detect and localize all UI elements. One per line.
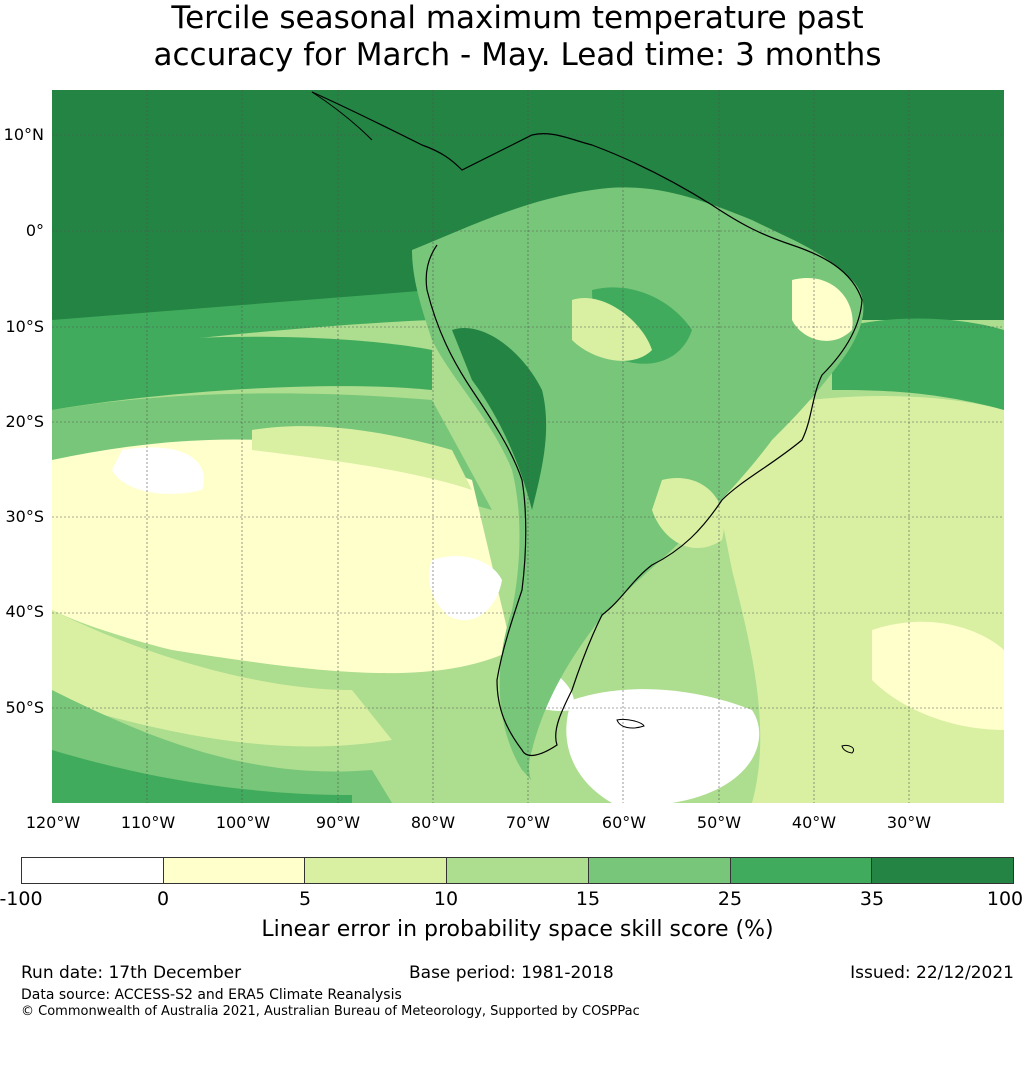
zone-brazil-south bbox=[652, 478, 724, 549]
base-period: Base period: 1981-2018 bbox=[409, 963, 614, 983]
lon-label-70w: 70°W bbox=[505, 813, 551, 832]
zone-white-south bbox=[566, 689, 760, 803]
colorbar-segment bbox=[447, 858, 589, 883]
zone-white-pacific bbox=[112, 447, 204, 494]
lat-label-10s: 10°S bbox=[5, 317, 44, 336]
run-date: Run date: 17th December bbox=[21, 963, 242, 983]
zone-pacific-south-dark bbox=[52, 750, 352, 803]
lat-label-10n: 10°N bbox=[3, 125, 44, 144]
colorbar-tick: -100 bbox=[0, 888, 43, 910]
lat-label-50s: 50°S bbox=[5, 698, 44, 717]
coastline-south-georgia bbox=[841, 745, 855, 754]
copyright: © Commonwealth of Australia 2021, Austra… bbox=[21, 1004, 640, 1019]
lon-label-120w: 120°W bbox=[25, 813, 81, 832]
lon-label-50w: 50°W bbox=[696, 813, 742, 832]
title-line-2: accuracy for March - May. Lead time: 3 m… bbox=[153, 37, 882, 73]
lat-label-30s: 30°S bbox=[5, 507, 44, 526]
colorbar-segment bbox=[872, 858, 1014, 883]
colorbar-segment bbox=[588, 858, 731, 883]
lat-label-40s: 40°S bbox=[5, 602, 44, 621]
colorbar-tick: 15 bbox=[575, 888, 601, 910]
map-title: Tercile seasonal maximum temperature pas… bbox=[0, 0, 1035, 74]
lon-label-100w: 100°W bbox=[215, 813, 271, 832]
lon-label-30w: 30°W bbox=[886, 813, 932, 832]
colorbar-segment bbox=[22, 858, 164, 883]
title-line-1: Tercile seasonal maximum temperature pas… bbox=[171, 0, 864, 36]
colorbar-segment bbox=[305, 858, 448, 883]
zone-pacific-south-light bbox=[52, 610, 392, 747]
colorbar-tick: 10 bbox=[433, 888, 459, 910]
colorbar-tick: 25 bbox=[717, 888, 743, 910]
colorbar bbox=[21, 857, 1014, 884]
coastline-central-america bbox=[311, 91, 373, 141]
zone-atlantic-equator bbox=[832, 318, 1004, 410]
colorbar-label: Linear error in probability space skill … bbox=[261, 917, 774, 942]
colorbar-tick: 100 bbox=[986, 888, 1024, 910]
colorbar-segment bbox=[163, 858, 306, 883]
colorbar-segment bbox=[730, 858, 873, 883]
lon-label-110w: 110°W bbox=[120, 813, 176, 832]
lon-label-60w: 60°W bbox=[601, 813, 647, 832]
zone-andes-dark bbox=[452, 328, 547, 510]
data-source: Data source: ACCESS-S2 and ERA5 Climate … bbox=[21, 987, 402, 1003]
coastline-south-america bbox=[311, 91, 863, 757]
continent-south-america bbox=[412, 187, 864, 781]
lon-label-80w: 80°W bbox=[410, 813, 456, 832]
zone-pacific-light bbox=[252, 426, 472, 490]
map-gridlines bbox=[52, 90, 1004, 803]
colorbar-tick: 35 bbox=[859, 888, 885, 910]
zone-white-1 bbox=[428, 556, 502, 621]
colorbar-tick: 5 bbox=[298, 888, 312, 910]
zone-amazon-light bbox=[572, 298, 652, 361]
zone-atlantic-yellow bbox=[872, 621, 1004, 730]
zone-brazil-east bbox=[792, 278, 853, 341]
colorbar-tick: 0 bbox=[156, 888, 170, 910]
lon-label-90w: 90°W bbox=[315, 813, 361, 832]
coastline-falklands bbox=[616, 719, 645, 729]
lon-label-40w: 40°W bbox=[791, 813, 837, 832]
skill-score-map[interactable] bbox=[52, 90, 1004, 803]
map-canvas bbox=[52, 90, 1004, 803]
zone-pacific-yellow bbox=[52, 439, 512, 674]
lat-label-20s: 20°S bbox=[5, 412, 44, 431]
issued-date: Issued: 22/12/2021 bbox=[850, 963, 1014, 983]
lat-label-0: 0° bbox=[25, 221, 44, 240]
